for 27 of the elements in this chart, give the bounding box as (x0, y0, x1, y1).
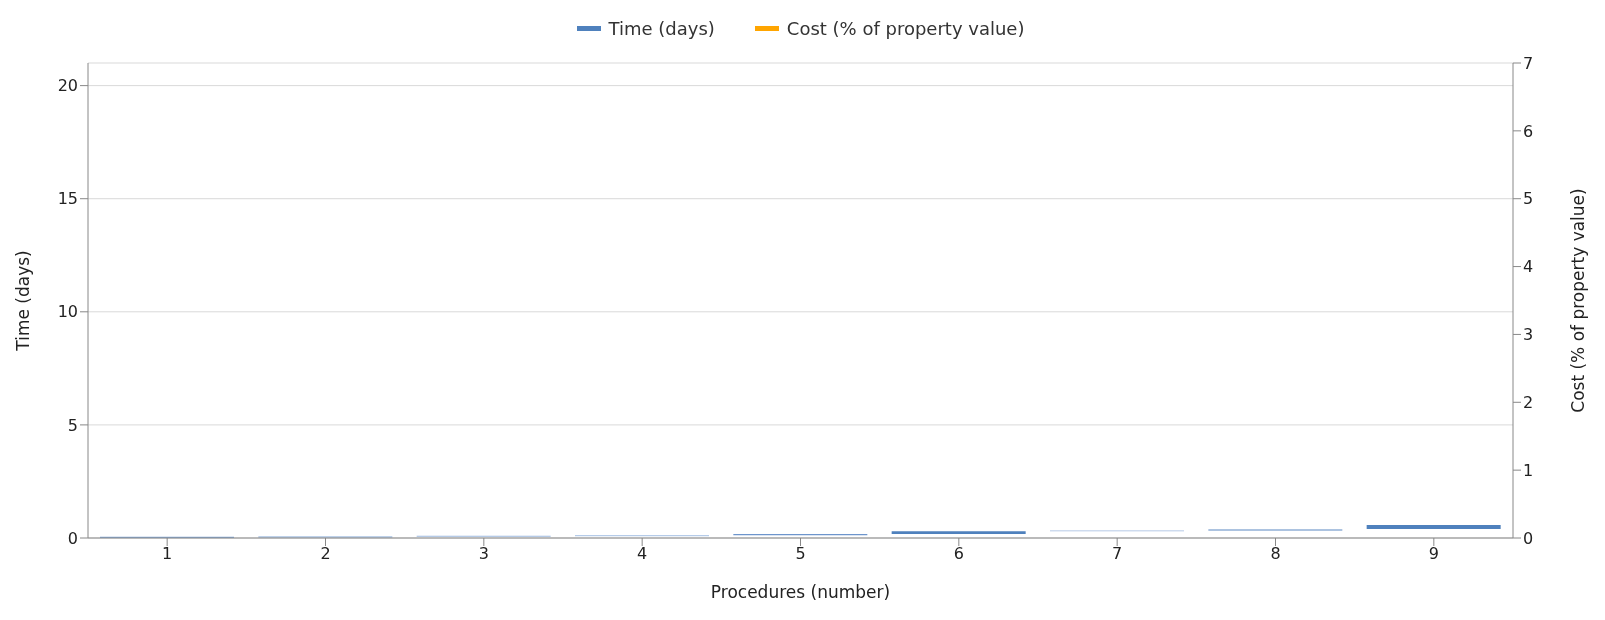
y2-tick-label: 3 (1523, 325, 1534, 345)
x-tick-label: 9 (1428, 544, 1439, 564)
y-tick-label: 15 (57, 189, 78, 209)
y-tick-label: 0 (67, 528, 78, 548)
y2-tick-label: 4 (1523, 257, 1534, 277)
y2-tick-label: 0 (1523, 528, 1534, 548)
y-tick-label: 20 (57, 76, 78, 96)
y-axis-title: Time (days) (13, 250, 34, 352)
x-tick-label: 5 (795, 544, 806, 564)
y2-tick-label: 1 (1523, 460, 1534, 480)
legend-label: Time (days) (608, 17, 715, 39)
x-tick-label: 1 (162, 544, 173, 564)
x-axis-title: Procedures (number) (710, 582, 891, 602)
x-tick-label: 6 (953, 544, 964, 564)
x-tick-label: 3 (478, 544, 489, 564)
x-tick-label: 8 (1270, 544, 1281, 564)
y2-tick-label: 5 (1523, 189, 1534, 209)
y2-tick-label: 6 (1523, 121, 1534, 141)
y-tick-label: 10 (57, 302, 78, 322)
y2-tick-label: 7 (1523, 53, 1534, 73)
legend-label: Cost (% of property value) (786, 17, 1025, 39)
x-tick-label: 2 (320, 544, 331, 564)
x-tick-label: 7 (1112, 544, 1123, 564)
y2-axis-title: Cost (% of property value) (1568, 188, 1589, 413)
y2-tick-label: 2 (1523, 392, 1534, 412)
x-tick-label: 4 (637, 544, 648, 564)
y-tick-label: 5 (67, 415, 78, 435)
